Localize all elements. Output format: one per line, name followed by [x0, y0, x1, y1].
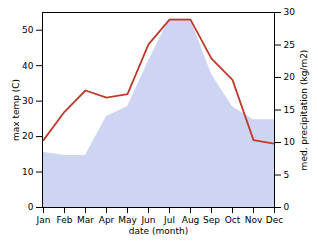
svg-text:Aug: Aug	[182, 215, 200, 225]
svg-text:Jun: Jun	[140, 215, 155, 225]
svg-text:20: 20	[284, 72, 296, 82]
svg-text:50: 50	[22, 25, 34, 35]
svg-text:10: 10	[22, 167, 34, 177]
svg-text:15: 15	[284, 105, 295, 115]
svg-text:5: 5	[284, 170, 290, 180]
svg-text:0: 0	[284, 202, 290, 212]
svg-text:30: 30	[22, 96, 34, 106]
svg-text:Dec: Dec	[266, 215, 283, 225]
svg-text:date (month): date (month)	[129, 226, 188, 236]
svg-text:25: 25	[284, 40, 295, 50]
svg-text:Mar: Mar	[77, 215, 94, 225]
svg-text:Oct: Oct	[225, 215, 241, 225]
svg-text:10: 10	[284, 137, 296, 147]
svg-text:0: 0	[28, 202, 34, 212]
svg-text:Nov: Nov	[245, 215, 263, 225]
svg-text:max temp (C): max temp (C)	[11, 79, 21, 141]
svg-text:Apr: Apr	[99, 215, 115, 225]
svg-text:med. precipitation (kg/m2): med. precipitation (kg/m2)	[299, 50, 309, 171]
svg-text:40: 40	[22, 61, 34, 71]
svg-text:Jul: Jul	[163, 215, 175, 225]
svg-text:20: 20	[22, 131, 34, 141]
svg-text:Feb: Feb	[57, 215, 73, 225]
svg-text:30: 30	[284, 7, 296, 17]
svg-text:Sep: Sep	[203, 215, 220, 225]
svg-text:May: May	[118, 215, 137, 225]
svg-text:Jan: Jan	[36, 215, 51, 225]
